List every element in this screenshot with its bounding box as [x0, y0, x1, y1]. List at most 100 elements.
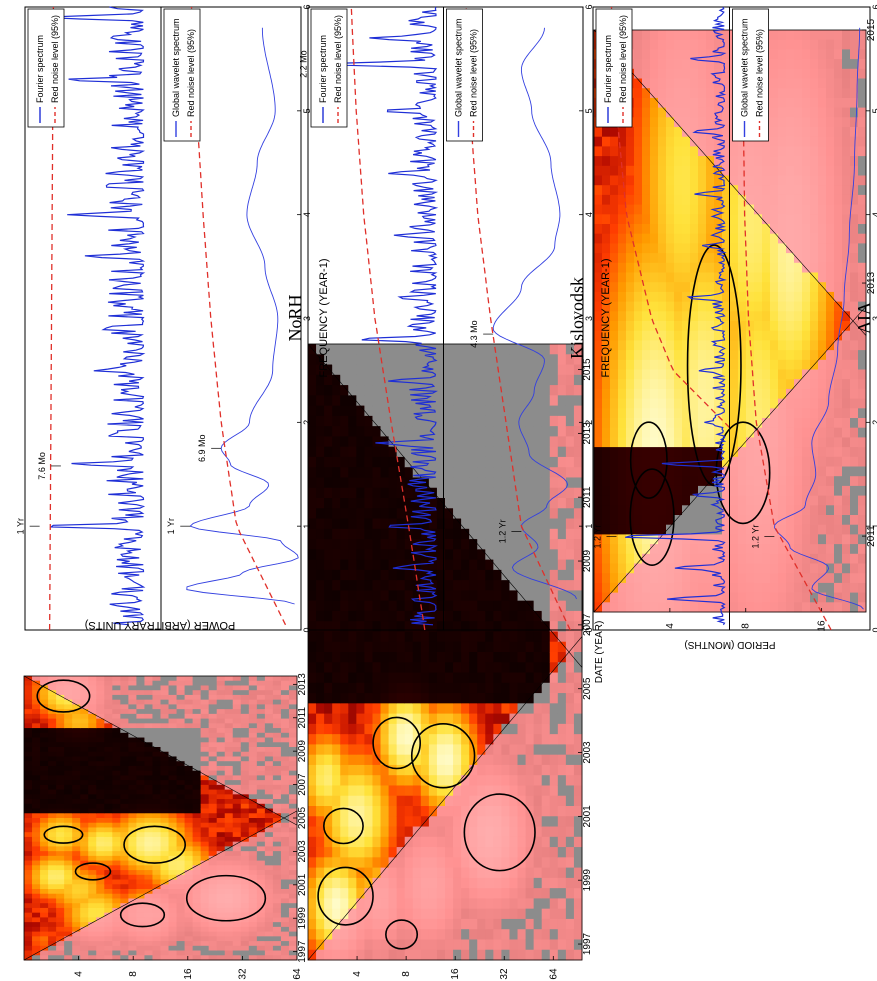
heatmap-cell	[517, 354, 527, 366]
heatmap-cell	[525, 374, 535, 386]
heatmap-cell	[200, 917, 210, 923]
heatmap-cell	[24, 737, 33, 743]
heatmap-cell	[412, 693, 422, 704]
heatmap-cell	[144, 761, 153, 767]
heatmap-cell	[288, 737, 298, 743]
heatmap-cell	[340, 385, 349, 396]
heatmap-cell	[650, 165, 659, 176]
heatmap-cell	[104, 884, 113, 890]
heatmap-cell	[690, 243, 699, 254]
heatmap-cell	[324, 641, 333, 653]
heatmap-cell	[192, 955, 202, 961]
heatmap-cell	[288, 945, 298, 952]
heatmap-cell	[240, 756, 250, 762]
heatmap-cell	[348, 426, 357, 437]
heatmap-cell	[288, 723, 298, 729]
heatmap-cell	[332, 857, 341, 869]
heatmap-cell	[288, 742, 298, 748]
heatmap-cell	[308, 785, 317, 797]
heatmap-cell	[565, 631, 575, 643]
heatmap-cell	[184, 950, 194, 956]
heatmap-cell	[288, 699, 298, 705]
heatmap-cell	[388, 888, 398, 899]
heatmap-cell	[192, 685, 202, 691]
heatmap-cell	[248, 950, 258, 956]
heatmap-cell	[372, 395, 382, 407]
heatmap-cell	[80, 680, 89, 686]
heatmap-cell	[602, 369, 611, 380]
heatmap-cell	[192, 742, 202, 748]
heatmap-cell	[602, 515, 611, 526]
heatmap-cell	[642, 330, 651, 341]
heatmap-cell	[80, 704, 89, 710]
heatmap-cell	[192, 860, 202, 866]
heatmap-cell	[573, 549, 583, 561]
heatmap-cell	[453, 898, 462, 910]
heatmap-cell	[280, 728, 290, 734]
heatmap-cell	[594, 495, 603, 506]
heatmap-cell	[112, 690, 121, 696]
heatmap-cell	[541, 652, 551, 663]
heatmap-cell	[549, 549, 559, 561]
heatmap-cell	[160, 931, 170, 937]
heatmap-cell	[224, 808, 234, 814]
heatmap-cell	[674, 544, 683, 555]
heatmap-cell	[541, 487, 551, 499]
heatmap-cell	[144, 931, 153, 937]
heatmap-cell	[96, 789, 105, 795]
heatmap-cell	[56, 874, 65, 881]
heatmap-cell	[477, 898, 486, 910]
heatmap-cell	[40, 945, 49, 952]
heatmap-cell	[332, 405, 341, 417]
heatmap-cell	[48, 747, 57, 753]
heatmap-cell	[573, 826, 583, 838]
heatmap-cell	[517, 590, 527, 602]
heatmap-cell	[493, 672, 502, 684]
heatmap-cell	[64, 836, 73, 843]
heatmap-cell	[48, 926, 57, 933]
heatmap-cell	[332, 631, 341, 643]
heatmap-cell	[420, 600, 430, 612]
heatmap-cell	[208, 907, 218, 914]
heatmap-cell	[404, 415, 414, 427]
heatmap-cell	[690, 544, 699, 555]
heatmap-cell	[152, 874, 161, 881]
heatmap-cell	[634, 49, 643, 60]
heatmap-cell	[509, 877, 519, 889]
heatmap-cell	[348, 518, 357, 530]
heatmap-cell	[493, 621, 502, 632]
heatmap-cell	[200, 756, 210, 762]
heatmap-cell	[332, 785, 341, 797]
heatmap-cell	[634, 427, 643, 438]
heatmap-cell	[128, 756, 137, 762]
heatmap-cell	[88, 747, 97, 753]
heatmap-cell	[88, 874, 97, 881]
heatmap-cell	[356, 723, 365, 735]
heatmap-cell	[324, 754, 333, 766]
heatmap-cell	[184, 893, 194, 899]
heatmap-cell	[144, 851, 153, 857]
heatmap-cell	[445, 908, 454, 920]
heatmap-cell	[698, 553, 707, 564]
heatmap-cell	[112, 789, 121, 795]
heatmap-cell	[348, 580, 357, 591]
heatmap-cell	[404, 898, 414, 910]
heatmap-cell	[533, 939, 543, 951]
heatmap-cell	[64, 799, 73, 805]
heatmap-cell	[272, 836, 282, 843]
heatmap-cell	[256, 808, 266, 814]
heatmap-cell	[256, 751, 266, 757]
heatmap-cell	[40, 784, 49, 791]
heatmap-cell	[208, 931, 218, 937]
heatmap-cell	[272, 950, 282, 956]
heatmap-cell	[501, 374, 510, 386]
heatmap-cell	[396, 549, 406, 561]
heatmap-cell	[232, 799, 242, 805]
heatmap-cell	[144, 907, 153, 914]
heatmap-cell	[565, 508, 575, 520]
heatmap-cell	[634, 30, 643, 41]
heatmap-cell	[658, 282, 667, 293]
heatmap-cell	[120, 884, 129, 890]
heatmap-cell	[316, 682, 325, 694]
heatmap-cell	[674, 262, 683, 273]
